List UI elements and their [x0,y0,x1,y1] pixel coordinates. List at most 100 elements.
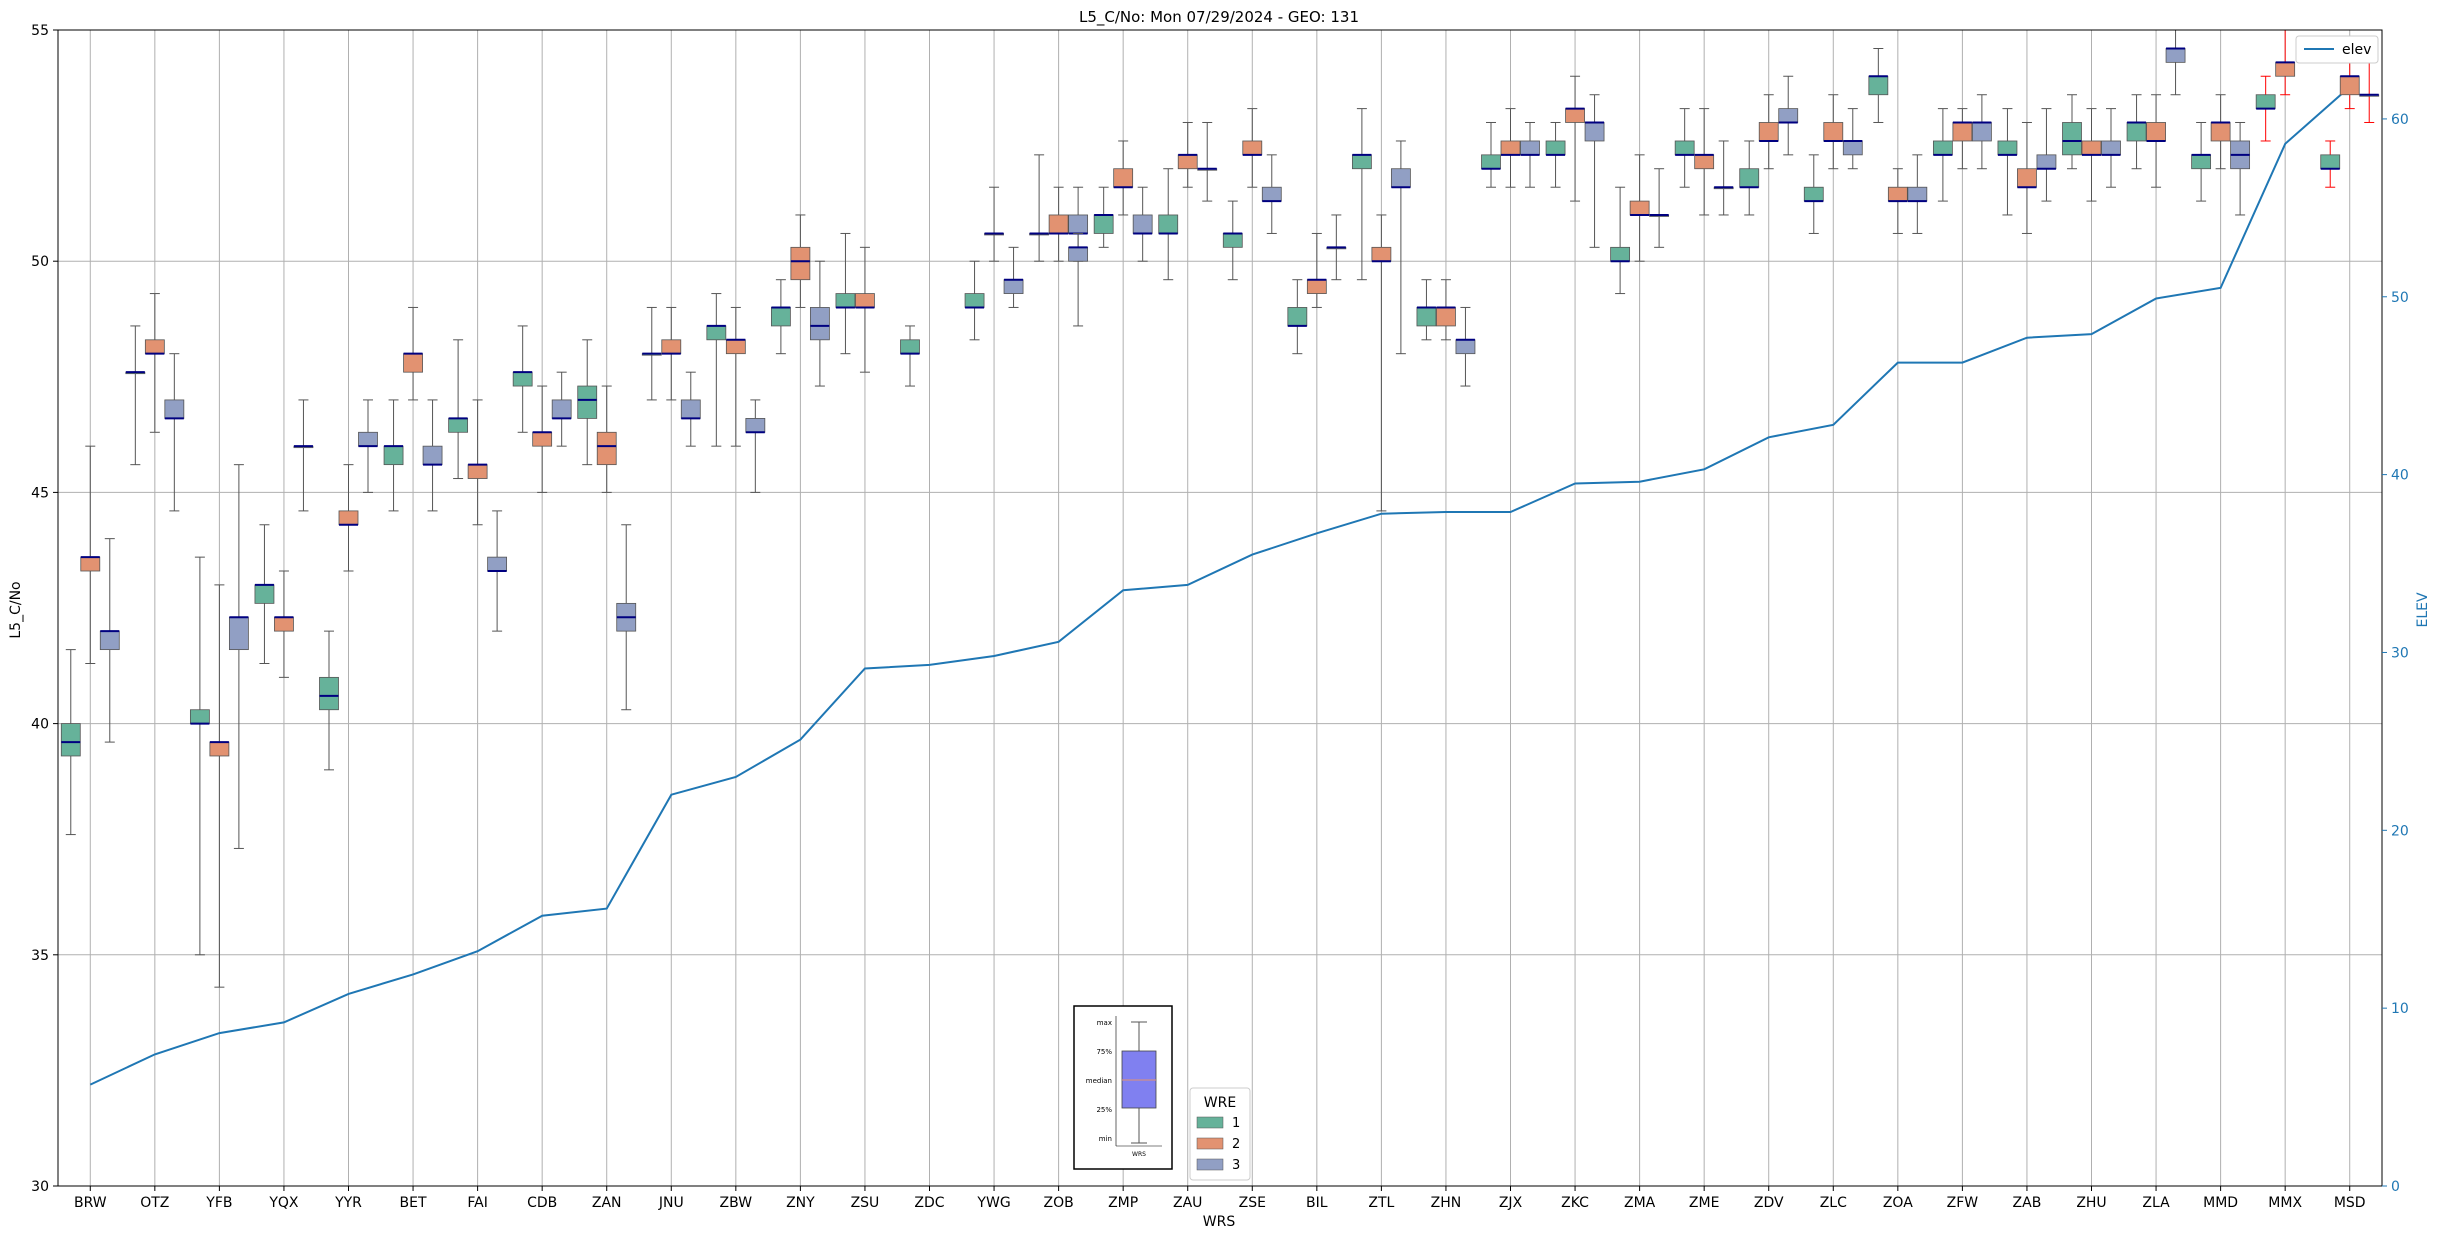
key-label-median: median [1086,1077,1112,1085]
box-CDB-wre2 [532,385,553,493]
x-tick-label: ZOB [1044,1195,1074,1211]
box-iqr [1545,140,1566,156]
box-iqr [1093,214,1114,234]
box-FAI-wre3 [487,510,508,632]
x-tick-label: ZFW [1947,1195,1979,1211]
box-iqr [1306,279,1327,294]
box-iqr [209,741,230,757]
box-iqr [1997,140,2018,156]
box-iqr [467,464,488,479]
y-tick-label: 30 [31,1179,49,1195]
x-tick-label: ZKC [1561,1195,1589,1211]
box-ZNY-wre1 [770,279,791,355]
box-iqr [2101,140,2121,156]
box-iqr [1416,307,1437,327]
box-ZAB-wre2 [2017,121,2037,234]
y2-tick-label: 40 [2391,468,2409,484]
box-iqr [1932,140,1953,156]
x-tick-label: ZAU [1173,1195,1202,1211]
x-tick-label: ZHU [2076,1195,2106,1211]
box-ZLA-wre2 [2146,94,2166,188]
box-iqr [1584,122,1605,142]
box-ZAU-wre2 [1177,121,1198,188]
box-iqr [1971,122,1992,142]
box-iqr [2210,122,2231,142]
box-iqr [448,418,469,433]
box-YYR-wre2 [338,464,359,572]
box-plot-layer [60,29,2380,988]
box-iqr [1823,122,1844,142]
y2-tick-label: 0 [2391,1179,2400,1195]
wre-legend-label-2: 2 [1232,1137,1240,1152]
wre-legend-swatch-3 [1196,1158,1224,1171]
box-iqr [164,399,185,419]
wre-legend-swatch-1 [1196,1116,1224,1129]
box-iqr [1455,339,1476,355]
box-ZOB-wre1 [1029,154,1050,262]
box-BIL-wre1 [1287,279,1308,355]
box-MMD-wre3 [2230,121,2251,216]
box-ZFW-wre3 [1971,94,1992,170]
x-tick-label: JNU [658,1195,684,1211]
box-iqr [855,293,875,308]
key-label-min: min [1099,1135,1112,1143]
box-ZME-wre2 [1694,108,1715,216]
box-YWG-wre2 [984,186,1004,262]
box-BET-wre2 [403,306,423,401]
box-OTZ-wre1 [125,325,146,466]
x-tick-label: ZOA [1883,1195,1913,1211]
box-BIL-wre3 [1326,214,1347,281]
box-iqr [60,723,81,757]
y2-tick-label: 30 [2391,645,2409,661]
box-ZOB-wre3 [1068,232,1089,327]
box-iqr [1003,279,1024,294]
box-iqr [1500,140,1521,156]
box-YQX-wre3 [293,399,314,512]
box-iqr [809,307,830,341]
x-tick-label: ZTL [1368,1195,1394,1211]
box-iqr [1222,233,1243,248]
box-ZDV-wre3 [1778,75,1799,156]
elev-legend-frame [2295,35,2379,64]
box-ZTL-wre2 [1371,214,1392,512]
box-ZAB-wre3 [2036,108,2057,202]
box-FAI-wre1 [448,339,469,480]
x-tick-label: BET [400,1195,427,1211]
wre-legend-label-1: 1 [1232,1116,1240,1131]
box-iqr [2255,94,2276,110]
box-ZME-wre1 [1674,108,1695,188]
x-tick-label: MSD [2334,1195,2366,1211]
box-iqr [1158,214,1179,234]
box-iqr [274,616,294,632]
chart-title: L5_C/No: Mon 07/29/2024 - GEO: 131 [1079,8,1359,27]
box-iqr [1739,168,1760,188]
box-ZTL-wre3 [1390,140,1411,355]
box-CDB-wre1 [512,325,533,433]
box-iqr [1048,214,1069,234]
box-ZAB-wre1 [1997,108,2018,216]
box-iqr [1113,168,1134,188]
x-tick-label: ZHN [1431,1195,1462,1211]
box-iqr [964,293,985,308]
box-iqr [1068,246,1089,262]
box-ZDV-wre1 [1739,140,1760,216]
box-iqr [319,676,339,711]
box-BRW-wre1 [60,649,81,836]
box-ZLC-wre3 [1842,108,1863,170]
box-ZDC-wre1 [900,325,920,387]
box-iqr [1351,154,1372,170]
box-iqr [1887,186,1908,202]
box-iqr [1803,186,1824,202]
box-ZHN-wre1 [1416,279,1437,341]
box-iqr [1520,140,1540,156]
box-ZKC-wre2 [1565,75,1585,202]
box-iqr [2036,154,2057,170]
box-iqr [577,385,598,419]
box-ZMP-wre1 [1093,186,1114,248]
box-iqr [1177,154,1198,170]
box-iqr [1868,75,1889,96]
box-iqr [80,556,101,572]
box-iqr [1132,214,1153,234]
box-ZHU-wre3 [2101,108,2121,188]
box-OTZ-wre2 [144,293,165,433]
